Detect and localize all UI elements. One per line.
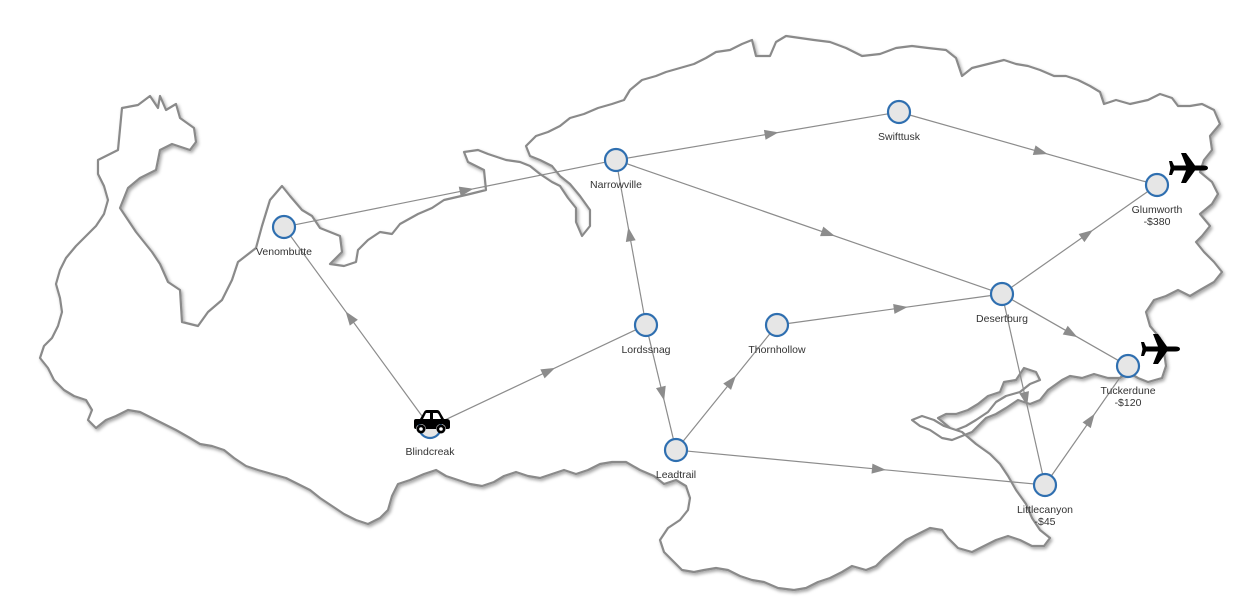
route-edge-lordssnag-narrowville (617, 170, 645, 315)
route-arrow-venombutte-narrowville (458, 186, 474, 197)
map-icons (414, 153, 1208, 434)
route-edge-swifttusk-glumworth (909, 114, 1147, 183)
city-node-glumworth[interactable]: Glumworth-$380 (1132, 172, 1183, 228)
city-label: Thornhollow (748, 344, 806, 356)
route-edge-blindcreak-venombutte (290, 235, 424, 419)
island-coastline (38, 34, 1224, 592)
route-arrow-narrowville-swifttusk (763, 129, 779, 140)
route-arrow-blindcreak-venombutte (345, 311, 358, 326)
city-label: Glumworth (1132, 204, 1183, 216)
route-edge-blindcreak-lordssnag (439, 329, 637, 423)
route-arrow-littlecanyon-tuckerdune (1082, 413, 1095, 429)
city-marker[interactable] (271, 214, 297, 240)
city-marker[interactable] (603, 147, 629, 173)
route-arrow-leadtrail-thornhollow (723, 375, 736, 390)
route-arrow-thornhollow-desertburg (893, 303, 908, 314)
city-cost-label: -$380 (1144, 216, 1171, 228)
city-marker[interactable] (1032, 472, 1058, 498)
route-edge-thornhollow-desertburg (787, 294, 992, 325)
route-edge-leadtrail-thornhollow (682, 333, 771, 442)
city-node-thornhollow[interactable]: Thornhollow (748, 312, 806, 356)
city-label: Venombutte (256, 246, 312, 258)
route-edge-desertburg-littlecanyon (1003, 304, 1044, 475)
route-arrow-desertburg-littlecanyon (1019, 391, 1029, 406)
route-edge-narrowville-desertburg (626, 163, 992, 291)
city-label: Tuckerdune (1100, 385, 1155, 397)
route-edge-leadtrail-littlecanyon (686, 450, 1035, 485)
route-arrow-blindcreak-lordssnag (540, 367, 556, 379)
city-marker[interactable] (989, 281, 1015, 307)
route-edge-littlecanyon-tuckerdune (1050, 374, 1123, 477)
route-edge-venombutte-narrowville (294, 161, 606, 226)
city-node-leadtrail[interactable]: Leadtrail (656, 437, 696, 481)
city-marker[interactable] (633, 312, 659, 338)
city-node-lordssnag[interactable]: Lordssnag (621, 312, 671, 356)
airplane-icon (1141, 334, 1180, 364)
city-marker[interactable] (764, 312, 790, 338)
route-edge-desertburg-tuckerdune (1011, 298, 1119, 362)
city-node-desertburg[interactable]: Desertburg (976, 281, 1028, 325)
car-icon[interactable] (414, 410, 450, 434)
city-marker[interactable] (663, 437, 689, 463)
city-label: Lordssnag (621, 344, 670, 356)
route-arrow-swifttusk-glumworth (1032, 145, 1048, 156)
route-arrow-lordssnag-leadtrail (656, 385, 666, 401)
route-arrow-narrowville-desertburg (820, 226, 835, 237)
route-edges (290, 113, 1149, 485)
route-arrow-desertburg-glumworth (1078, 230, 1093, 243)
route-arrow-desertburg-tuckerdune (1062, 325, 1078, 338)
city-cost-label: -$45 (1034, 516, 1055, 528)
landmass (38, 34, 1224, 592)
route-edge-narrowville-swifttusk (626, 113, 889, 159)
city-label: Narrowville (590, 179, 642, 191)
route-nodes: VenombutteNarrowvilleSwifttuskGlumworth-… (256, 99, 1183, 528)
city-label: Leadtrail (656, 469, 696, 481)
city-label: Littlecanyon (1017, 504, 1073, 516)
city-node-narrowville[interactable]: Narrowville (590, 147, 642, 191)
route-edge-desertburg-glumworth (1010, 190, 1149, 289)
city-node-tuckerdune[interactable]: Tuckerdune-$120 (1100, 353, 1156, 409)
city-cost-label: -$120 (1115, 397, 1142, 409)
city-label: Swifttusk (878, 131, 921, 143)
city-label: Blindcreak (405, 446, 455, 458)
city-marker[interactable] (886, 99, 912, 125)
airplane-icon (1169, 153, 1208, 183)
city-node-littlecanyon[interactable]: Littlecanyon-$45 (1017, 472, 1073, 528)
route-arrow-lordssnag-narrowville (625, 227, 636, 243)
city-node-swifttusk[interactable]: Swifttusk (878, 99, 921, 143)
city-label: Desertburg (976, 313, 1028, 325)
route-arrow-leadtrail-littlecanyon (871, 463, 886, 474)
city-marker[interactable] (1115, 353, 1141, 379)
city-node-venombutte[interactable]: Venombutte (256, 214, 312, 258)
city-marker[interactable] (1144, 172, 1170, 198)
